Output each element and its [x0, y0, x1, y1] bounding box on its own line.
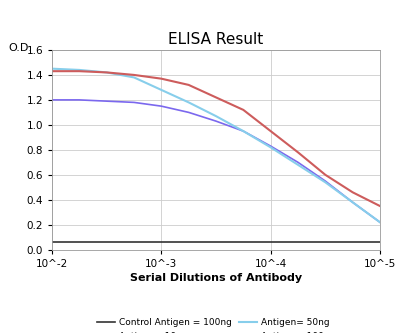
Antigen= 50ng	[350, 200, 355, 204]
Antigen= 50ng	[268, 146, 273, 150]
Antigen= 50ng	[132, 76, 136, 80]
Antigen= 100ng	[241, 108, 246, 112]
Antigen= 100ng	[214, 95, 218, 99]
Antigen= 50ng	[241, 129, 246, 133]
Antigen= 10ng	[77, 98, 82, 102]
Control Antigen = 100ng	[214, 240, 218, 244]
Antigen= 10ng	[378, 220, 382, 224]
Control Antigen = 100ng	[159, 240, 164, 244]
Antigen= 10ng	[323, 179, 328, 183]
Antigen= 10ng	[214, 119, 218, 123]
Antigen= 10ng	[159, 104, 164, 108]
Antigen= 50ng	[378, 220, 382, 224]
Legend: Control Antigen = 100ng, Antigen= 10ng, Antigen= 50ng, Antigen= 100ng: Control Antigen = 100ng, Antigen= 10ng, …	[97, 318, 335, 333]
Antigen= 100ng	[268, 129, 273, 133]
Antigen= 10ng	[50, 98, 54, 102]
Antigen= 100ng	[350, 190, 355, 194]
Title: ELISA Result: ELISA Result	[168, 32, 264, 47]
Antigen= 10ng	[104, 99, 109, 103]
Antigen= 100ng	[50, 69, 54, 73]
Line: Antigen= 50ng: Antigen= 50ng	[52, 69, 380, 222]
Control Antigen = 100ng	[268, 240, 273, 244]
Antigen= 10ng	[186, 111, 191, 115]
Line: Antigen= 100ng: Antigen= 100ng	[52, 71, 380, 206]
Antigen= 10ng	[296, 161, 300, 165]
Text: O.D.: O.D.	[8, 43, 32, 53]
Antigen= 100ng	[296, 151, 300, 155]
Control Antigen = 100ng	[104, 240, 109, 244]
Line: Antigen= 10ng: Antigen= 10ng	[52, 100, 380, 222]
Antigen= 100ng	[186, 83, 191, 87]
Antigen= 100ng	[104, 71, 109, 75]
Antigen= 50ng	[323, 180, 328, 184]
Antigen= 100ng	[132, 73, 136, 77]
Antigen= 50ng	[159, 88, 164, 92]
Antigen= 50ng	[104, 71, 109, 75]
Antigen= 50ng	[214, 114, 218, 118]
Antigen= 100ng	[323, 173, 328, 177]
Antigen= 10ng	[268, 144, 273, 148]
Antigen= 50ng	[77, 68, 82, 72]
Control Antigen = 100ng	[50, 240, 54, 244]
Antigen= 10ng	[350, 200, 355, 204]
Antigen= 50ng	[50, 67, 54, 71]
Antigen= 10ng	[241, 129, 246, 133]
Antigen= 100ng	[159, 77, 164, 81]
Control Antigen = 100ng	[323, 240, 328, 244]
Antigen= 100ng	[378, 204, 382, 208]
Antigen= 10ng	[132, 101, 136, 105]
X-axis label: Serial Dilutions of Antibody: Serial Dilutions of Antibody	[130, 273, 302, 283]
Antigen= 50ng	[296, 163, 300, 167]
Antigen= 100ng	[77, 69, 82, 73]
Control Antigen = 100ng	[378, 240, 382, 244]
Antigen= 50ng	[186, 101, 191, 105]
